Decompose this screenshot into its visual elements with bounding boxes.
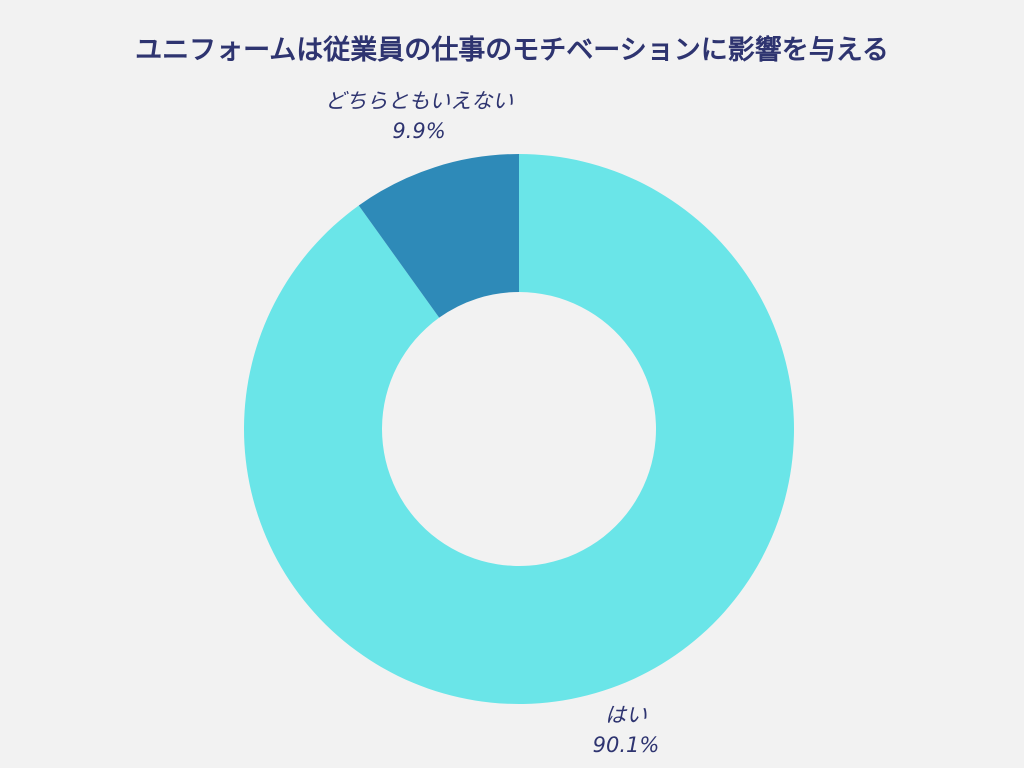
donut-slice xyxy=(358,154,519,318)
slice-value-label: 9.9% xyxy=(392,119,445,143)
chart-title: ユニフォームは従業員の仕事のモチベーションに影響を与える xyxy=(135,35,889,66)
slice-category-label: はい xyxy=(605,703,647,727)
slice-category-label: どちらともいえない xyxy=(325,89,514,113)
slice-value-label: 90.1% xyxy=(593,733,660,757)
donut-slice xyxy=(244,154,795,704)
